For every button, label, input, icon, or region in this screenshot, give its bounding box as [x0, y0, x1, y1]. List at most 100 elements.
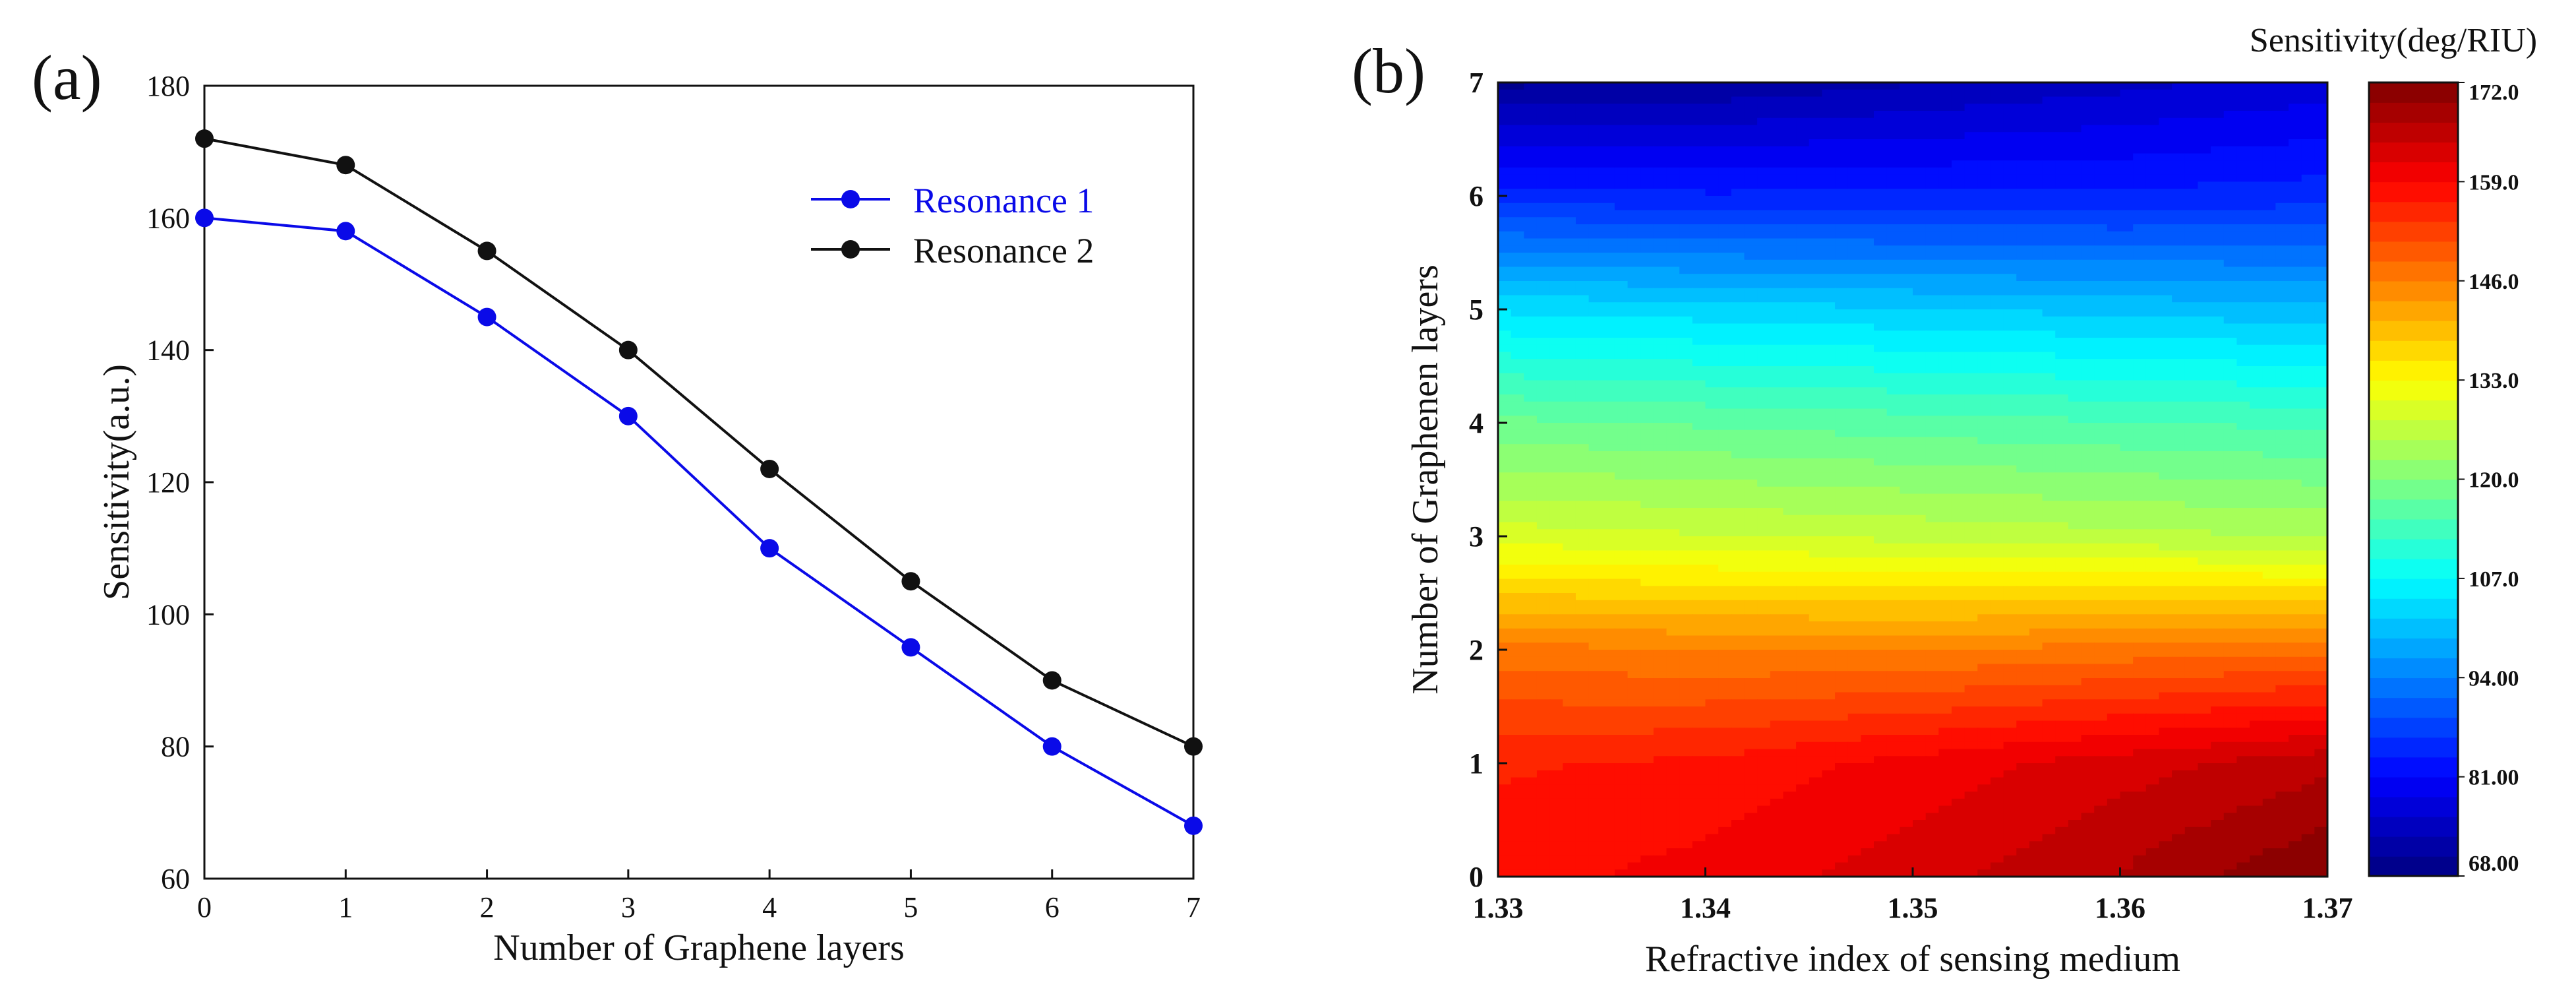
- heatmap-cell: [1575, 117, 1590, 126]
- heatmap-cell: [1498, 111, 1512, 119]
- heatmap-cell: [2016, 288, 2030, 296]
- heatmap-cell: [2107, 394, 2121, 402]
- heatmap-cell: [1861, 416, 1874, 423]
- heatmap-cell: [2094, 607, 2108, 615]
- heatmap-cell: [1511, 501, 1525, 509]
- heatmap-cell: [2198, 153, 2211, 162]
- heatmap-cell: [1964, 536, 1979, 544]
- heatmap-cell: [1770, 281, 1784, 289]
- heatmap-cell: [1925, 344, 1940, 353]
- heatmap-cell: [2289, 288, 2302, 296]
- heatmap-cell: [1666, 621, 1680, 629]
- heatmap-cell: [2184, 557, 2199, 565]
- heatmap-cell: [1938, 316, 1952, 325]
- heatmap-cell: [1847, 281, 1862, 289]
- heatmap-cell: [1913, 401, 1927, 410]
- heatmap-cell: [1886, 557, 1901, 565]
- heatmap-cell: [1796, 359, 1810, 367]
- heatmap-cell: [1783, 245, 1797, 253]
- heatmap-cell: [2223, 543, 2238, 551]
- heatmap-cell: [1718, 465, 1732, 474]
- heatmap-cell: [1809, 295, 1823, 303]
- heatmap-cell: [2003, 274, 2018, 282]
- heatmap-cell: [2055, 259, 2069, 268]
- heatmap-cell: [1770, 231, 1784, 239]
- heatmap-cell: [2133, 174, 2147, 183]
- heatmap-cell: [2145, 501, 2160, 509]
- heatmap-cell: [1951, 82, 1965, 90]
- heatmap-cell: [1783, 387, 1797, 395]
- heatmap-cell: [1757, 366, 1771, 374]
- heatmap-cell: [1614, 259, 1629, 268]
- heatmap-cell: [2301, 529, 2316, 537]
- heatmap-cell: [1705, 429, 1719, 438]
- heatmap-cell: [1861, 338, 1874, 346]
- heatmap-cell: [1796, 174, 1810, 183]
- heatmap-cell: [1627, 536, 1642, 544]
- heatmap-cell: [1757, 344, 1771, 353]
- heatmap-cell: [2003, 125, 2018, 133]
- heatmap-cell: [2016, 501, 2030, 509]
- heatmap-cell: [2081, 458, 2095, 466]
- heatmap-cell: [1536, 486, 1551, 495]
- heatmap-cell: [2314, 295, 2327, 303]
- heatmap-cell: [2301, 359, 2316, 367]
- heatmap-cell: [1847, 621, 1862, 629]
- heatmap-cell: [1705, 373, 1719, 381]
- heatmap-cell: [2107, 416, 2121, 423]
- heatmap-cell: [2042, 146, 2056, 154]
- heatmap-cell: [1977, 125, 1991, 133]
- heatmap-cell: [2016, 344, 2030, 353]
- heatmap-cell: [1498, 323, 1512, 332]
- heatmap-cell: [1925, 189, 1940, 197]
- heatmap-cell: [1666, 543, 1680, 551]
- heatmap-cell: [2250, 586, 2263, 594]
- heatmap-cell: [1886, 493, 1901, 502]
- heatmap-cell: [1640, 486, 1654, 495]
- heatmap-cell: [1692, 423, 1706, 431]
- heatmap-cell: [1536, 557, 1551, 565]
- heatmap-cell: [1627, 458, 1642, 466]
- heatmap-cell: [1640, 444, 1654, 452]
- heatmap-cell: [1925, 387, 1940, 395]
- heatmap-cell: [1588, 352, 1603, 360]
- heatmap-cell: [2107, 217, 2121, 225]
- heatmap-cell: [1653, 203, 1667, 211]
- heatmap-cell: [2275, 259, 2289, 268]
- heatmap-cell: [1951, 217, 1965, 225]
- heatmap-cell: [2184, 259, 2199, 268]
- heatmap-cell: [2198, 366, 2211, 374]
- heatmap-cell: [1783, 522, 1797, 530]
- heatmap-cell: [1861, 600, 1874, 608]
- heatmap-cell: [1900, 607, 1913, 615]
- heatmap-cell: [1511, 522, 1525, 530]
- heatmap-cell: [2223, 316, 2238, 325]
- heatmap-cell: [1731, 302, 1745, 310]
- heatmap-cell: [2042, 330, 2056, 338]
- heatmap-cell: [1861, 316, 1874, 325]
- heatmap-cell: [2133, 394, 2147, 402]
- heatmap-cell: [1511, 302, 1525, 310]
- heatmap-cell: [1692, 352, 1706, 360]
- heatmap-cell: [1770, 401, 1784, 410]
- heatmap-cell: [2159, 550, 2172, 559]
- heatmap-cell: [1640, 302, 1654, 310]
- heatmap-cell: [1679, 281, 1693, 289]
- heatmap-cell: [1770, 380, 1784, 389]
- heatmap-cell: [2094, 253, 2108, 261]
- heatmap-cell: [1874, 529, 1888, 537]
- heatmap-cell: [1886, 274, 1901, 282]
- heatmap-cell: [1549, 231, 1564, 239]
- heatmap-cell: [1666, 401, 1680, 410]
- heatmap-cell: [1731, 401, 1745, 410]
- heatmap-cell: [1692, 302, 1706, 310]
- heatmap-cell: [1757, 493, 1771, 502]
- heatmap-cell: [1602, 82, 1615, 90]
- heatmap-cell: [2262, 146, 2277, 154]
- heatmap-cell: [2094, 493, 2108, 502]
- heatmap-cell: [1692, 231, 1706, 239]
- heatmap-cell: [1524, 458, 1538, 466]
- heatmap-cell: [2094, 529, 2108, 537]
- heatmap-cell: [1951, 529, 1965, 537]
- heatmap-cell: [1796, 621, 1810, 629]
